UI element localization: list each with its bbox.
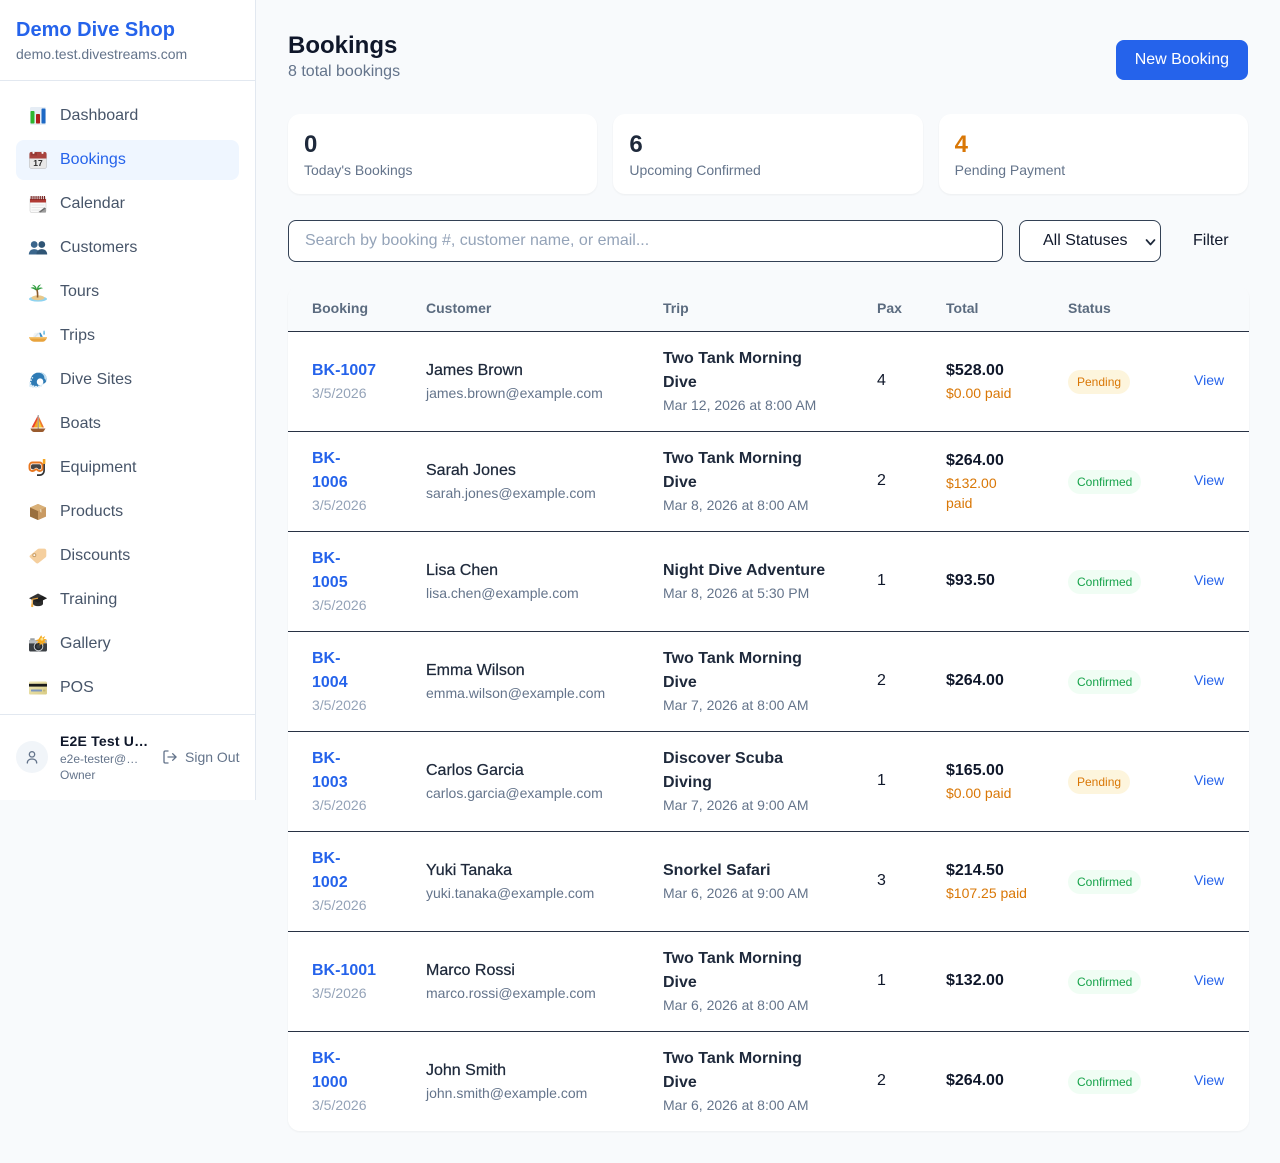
svg-text:17: 17 bbox=[33, 158, 43, 168]
